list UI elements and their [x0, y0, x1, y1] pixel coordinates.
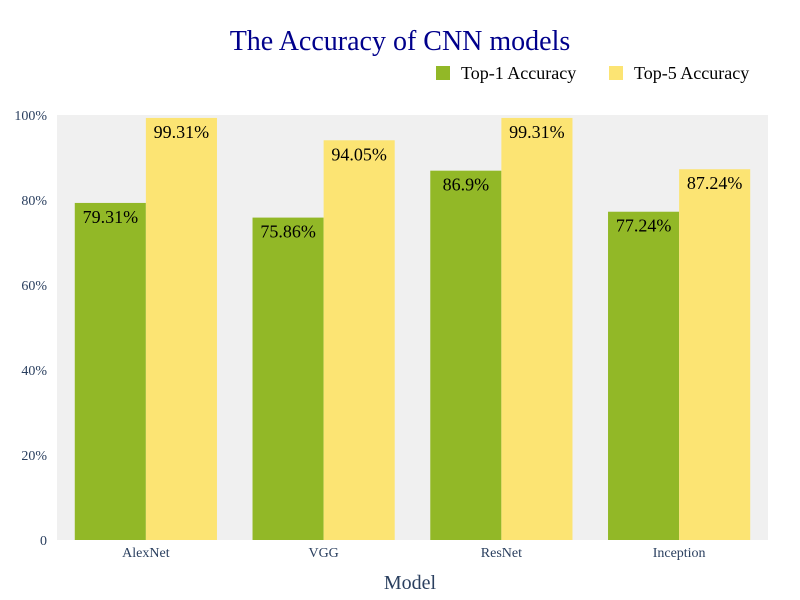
- y-tick-label: 0: [40, 534, 47, 549]
- x-axis-ticks: AlexNet VGG ResNet Inception: [122, 546, 705, 561]
- x-axis-title: Model: [384, 572, 437, 594]
- bars: [74, 117, 751, 541]
- bar-alexnet-top-5: [145, 117, 217, 541]
- x-tick-label: VGG: [308, 546, 338, 561]
- x-tick-label: ResNet: [481, 546, 522, 561]
- x-tick-label: Inception: [653, 546, 706, 561]
- bar-value-label: 94.05%: [331, 144, 387, 164]
- legend-label-top-1: Top-1 Accuracy: [461, 63, 576, 83]
- bar-vgg-top-1: [252, 217, 324, 540]
- bar-value-label: 79.31%: [83, 207, 139, 227]
- bar-value-label: 77.24%: [616, 216, 672, 236]
- bar-inception-top-5: [679, 169, 751, 541]
- bar-resnet-top-1: [430, 170, 502, 541]
- bar-value-label: 99.31%: [154, 122, 210, 142]
- y-tick-label: 100%: [14, 109, 47, 124]
- x-tick-label: AlexNet: [122, 546, 170, 561]
- legend: Top-1 Accuracy Top-5 Accuracy: [436, 63, 749, 83]
- bar-value-label: 86.9%: [443, 175, 490, 195]
- bar-inception-top-1: [608, 211, 680, 541]
- bar-value-label: 99.31%: [509, 122, 565, 142]
- legend-swatch-top-5: [609, 66, 623, 80]
- y-axis-ticks: 0 20% 40% 60% 80% 100%: [14, 109, 47, 549]
- y-tick-label: 20%: [21, 449, 47, 464]
- bar-value-label: 87.24%: [687, 173, 743, 193]
- legend-label-top-5: Top-5 Accuracy: [634, 63, 749, 83]
- legend-swatch-top-1: [436, 66, 450, 80]
- bar-alexnet-top-1: [74, 202, 146, 540]
- bar-value-label: 75.86%: [260, 222, 316, 242]
- y-tick-label: 40%: [21, 364, 47, 379]
- bar-vgg-top-5: [323, 140, 395, 540]
- chart-title: The Accuracy of CNN models: [230, 26, 571, 57]
- bar-labels: 79.31% 99.31% 75.86% 94.05% 86.9% 99.31% 77.24…: [83, 122, 743, 242]
- y-tick-label: 80%: [21, 194, 47, 209]
- y-tick-label: 60%: [21, 279, 47, 294]
- bar-resnet-top-5: [501, 117, 573, 541]
